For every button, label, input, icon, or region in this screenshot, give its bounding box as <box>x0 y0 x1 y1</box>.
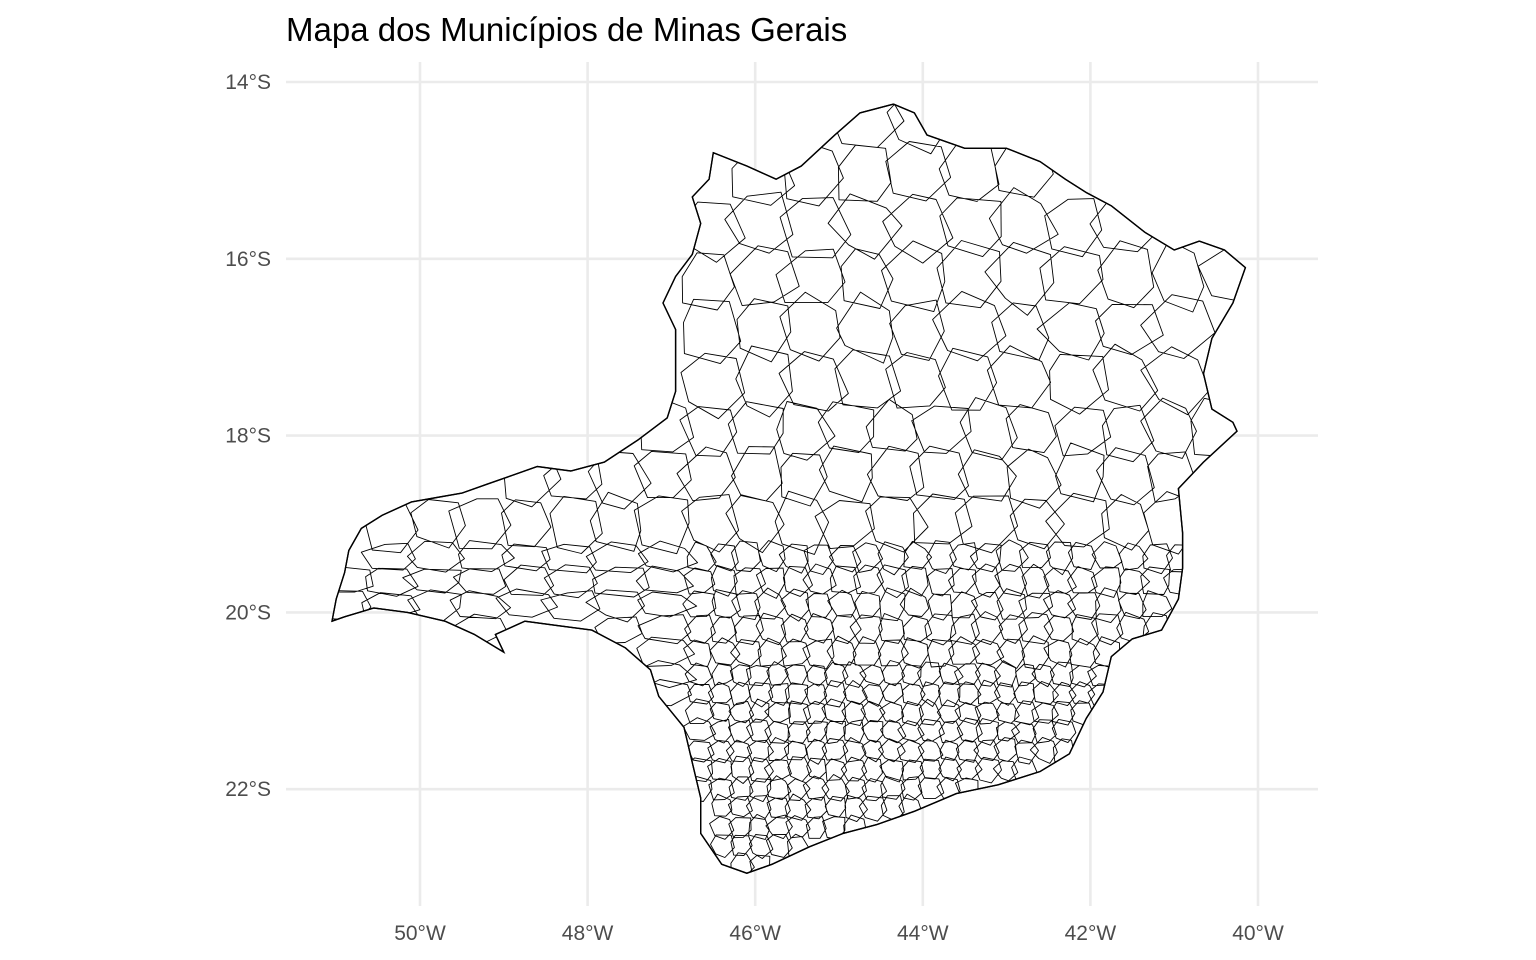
x-tick-label: 48°W <box>562 922 614 945</box>
y-tick-label: 22°S <box>225 778 271 801</box>
x-tick-label: 42°W <box>1065 922 1117 945</box>
y-tick-label: 16°S <box>225 248 271 271</box>
state-border <box>331 103 1247 874</box>
x-tick-label: 40°W <box>1232 922 1284 945</box>
y-tick-label: 20°S <box>225 601 271 624</box>
chart-title: Mapa dos Municípios de Minas Gerais <box>286 11 847 48</box>
x-tick-label: 44°W <box>897 922 949 945</box>
x-tick-label: 46°W <box>729 922 781 945</box>
x-tick-label: 50°W <box>394 922 446 945</box>
y-tick-label: 14°S <box>225 71 271 94</box>
axis-ticks: 50°W 48°W 46°W 44°W 42°W 40°W 14°S 16°S 18°S 20°S… <box>225 71 1284 945</box>
y-tick-label: 18°S <box>225 425 271 448</box>
